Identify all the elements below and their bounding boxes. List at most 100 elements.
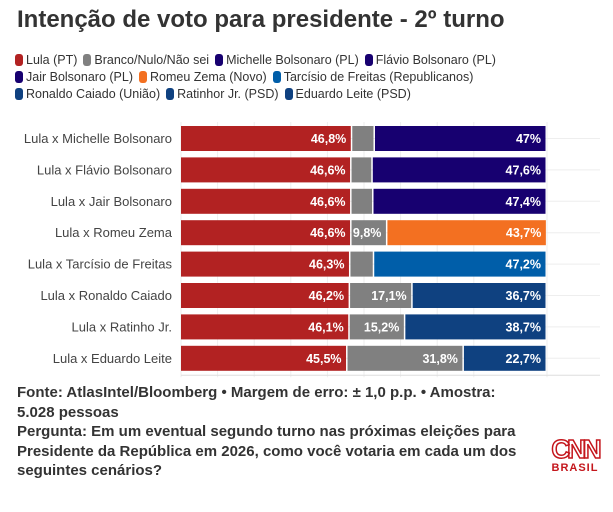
category-label: Lula x Ronaldo Caiado — [40, 288, 172, 303]
data-label: 46,6% — [310, 163, 345, 177]
bar-segment — [372, 157, 546, 183]
category-label: Lula x Tarcísio de Freitas — [28, 257, 173, 272]
legend-swatch — [139, 71, 147, 83]
data-label: 47,2% — [506, 258, 541, 272]
legend-item: Ratinhor Jr. (PSD) — [166, 86, 279, 103]
bar-segment — [181, 188, 351, 214]
legend-label: Romeu Zema (Novo) — [150, 70, 267, 84]
category-label: Lula x Eduardo Leite — [53, 351, 172, 366]
bar-segment — [181, 251, 349, 277]
x-tick-label: 50% — [351, 383, 377, 385]
data-label: 46,8% — [311, 132, 346, 146]
legend-item: Eduardo Leite (PSD) — [284, 86, 411, 103]
legend-swatch — [15, 71, 23, 83]
x-tick-label: 0% — [172, 383, 191, 385]
legend-swatch — [364, 54, 373, 66]
x-tick-label: 60% — [388, 383, 414, 385]
data-label: 22,7% — [506, 352, 541, 366]
legend-swatch — [83, 54, 92, 66]
data-label: 43,7% — [506, 226, 541, 240]
bar-segment — [347, 345, 463, 371]
data-label: 17,1% — [371, 289, 406, 303]
data-label: 46,3% — [309, 258, 344, 272]
legend-label: Tarcísio de Freitas (Republicanos) — [283, 70, 474, 84]
legend-swatch — [284, 88, 293, 100]
category-label: Lula x Michelle Bolsonaro — [24, 131, 172, 146]
bar-segment — [349, 314, 404, 340]
data-label: 9,8% — [353, 226, 382, 240]
legend-swatch — [15, 88, 23, 100]
legend: Lula (PT) Branco/Nulo/Não sei Michelle Bol… — [15, 52, 575, 103]
bar-segment — [181, 126, 351, 151]
bar-segment — [373, 188, 546, 214]
data-label: 47% — [516, 132, 541, 146]
category-label: Lula x Ratinho Jr. — [72, 319, 172, 334]
bar-segment — [352, 126, 374, 151]
category-label: Lula x Romeu Zema — [55, 225, 173, 240]
legend-swatch — [166, 88, 175, 100]
data-label: 45,5% — [306, 352, 341, 366]
bar-segment — [405, 314, 546, 340]
x-tick-label: 80% — [461, 383, 487, 385]
data-label: 36,7% — [506, 289, 541, 303]
legend-label: Michelle Bolsonaro (PL) — [226, 53, 359, 67]
chart-title: Intenção de voto para presidente - 2º tu… — [17, 6, 505, 33]
legend-swatch — [272, 71, 281, 83]
legend-label: Branco/Nulo/Não sei — [94, 53, 210, 67]
legend-item: Romeu Zema (Novo) — [139, 69, 267, 86]
legend-item: Ronaldo Caiado (União) — [15, 86, 160, 103]
data-label: 46,6% — [310, 226, 345, 240]
footer: Fonte: AtlasIntel/Bloomberg • Margem de … — [17, 383, 537, 481]
bar-segment — [181, 283, 349, 308]
legend-item: Branco/Nulo/Não sei — [83, 52, 209, 69]
legend-swatch — [15, 54, 23, 66]
bar-segment — [351, 220, 386, 246]
x-tick-label: 30% — [278, 383, 304, 385]
bar-segment — [463, 345, 546, 371]
bar-segment — [181, 314, 349, 340]
x-tick-label: 40% — [314, 383, 340, 385]
legend-label: Eduardo Leite (PSD) — [295, 87, 411, 101]
legend-label: Jair Bolsonaro (PL) — [26, 70, 133, 84]
bar-segment — [351, 157, 372, 183]
legend-item: Tarcísio de Freitas (Republicanos) — [272, 69, 474, 86]
category-label: Lula x Flávio Bolsonaro — [37, 162, 172, 177]
bar-segment — [412, 283, 546, 308]
cnn-brasil-logo: CNN BRASIL — [544, 434, 606, 474]
data-label: 38,7% — [506, 320, 541, 334]
x-tick-label: 20% — [241, 383, 267, 385]
legend-item: Jair Bolsonaro (PL) — [15, 69, 133, 86]
x-tick-label: 10% — [205, 383, 231, 385]
bar-segment — [374, 126, 546, 151]
category-label: Lula x Jair Bolsonaro — [51, 194, 172, 209]
data-label: 15,2% — [364, 320, 399, 334]
data-label: 46,6% — [310, 195, 345, 209]
data-label: 46,2% — [309, 289, 344, 303]
legend-item: Lula (PT) — [15, 52, 77, 69]
bar-segment — [350, 283, 412, 308]
logo-brasil: BRASIL — [551, 462, 599, 474]
stacked-bar-chart: Lula x Michelle Bolsonaro 46,8% 47% Lula x … — [24, 122, 600, 385]
data-label: 47,6% — [506, 163, 541, 177]
bar-segment — [387, 220, 546, 246]
bar-segment — [181, 157, 351, 183]
x-tick-label: 70% — [424, 383, 450, 385]
question-note: Pergunta: Em um eventual segundo turno n… — [17, 423, 517, 479]
legend-item: Michelle Bolsonaro (PL) — [215, 52, 359, 69]
bar-segment — [181, 345, 347, 371]
legend-label: Lula (PT) — [26, 53, 78, 67]
data-label: 47,4% — [506, 195, 541, 209]
data-label: 31,8% — [422, 352, 457, 366]
legend-swatch — [215, 54, 224, 66]
x-tick-label: 100% — [530, 383, 564, 385]
legend-label: Ronaldo Caiado (União) — [26, 87, 161, 101]
bar-segment — [351, 188, 373, 214]
legend-item: Flávio Bolsonaro (PL) — [364, 52, 496, 69]
data-label: 46,1% — [308, 320, 343, 334]
bar-segment — [181, 220, 351, 246]
bar-segment — [374, 251, 546, 277]
legend-label: Flávio Bolsonaro (PL) — [375, 53, 496, 67]
logo-cnn: CNN — [551, 434, 603, 464]
legend-label: Ratinhor Jr. (PSD) — [177, 87, 279, 101]
bar-segment — [350, 251, 373, 277]
